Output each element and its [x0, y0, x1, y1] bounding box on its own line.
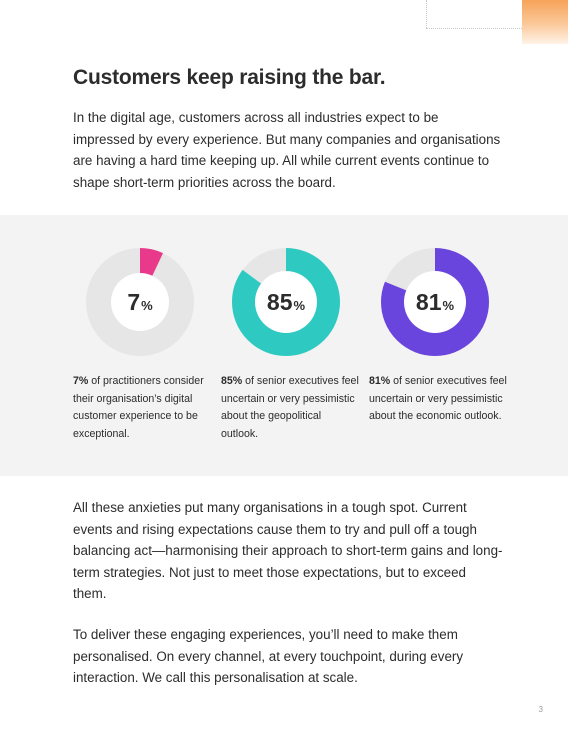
stat-caption: 7% of practitioners consider their organ… — [73, 373, 213, 443]
stat-number: 81 — [415, 288, 442, 315]
stat-caption-lead: 7% — [73, 375, 89, 387]
donut-chart: 85% — [231, 247, 341, 357]
stat-unit: % — [442, 297, 455, 313]
donut-ring — [381, 248, 489, 356]
donut-center-label: 85% — [255, 271, 317, 333]
stat-caption: 85% of senior executives feel uncertain … — [221, 373, 361, 443]
stat-caption-text: of practitioners consider their organisa… — [73, 375, 204, 440]
donut-arc-81 — [381, 248, 489, 356]
stat-caption: 81% of senior executives feel uncertain … — [369, 373, 509, 426]
header-dotted-rule — [426, 28, 522, 29]
stat-unit: % — [293, 297, 306, 313]
donut-chart: 7% — [85, 247, 195, 357]
donut-chart: 81% — [380, 247, 490, 357]
body-paragraph-2: To deliver these engaging experiences, y… — [73, 627, 464, 686]
donut-ring — [232, 248, 340, 356]
stat-caption-text: of senior executives feel uncertain or v… — [221, 375, 359, 440]
page-number: 3 — [538, 705, 543, 714]
stat-number: 7 — [127, 288, 141, 315]
donut-arc-7 — [86, 248, 194, 356]
donut-center-label: 81% — [404, 271, 466, 333]
stats-band: 7% 7% of practitioners consider their or… — [0, 215, 568, 476]
intro-paragraph: In the digital age, customers across all… — [73, 110, 501, 190]
stat-unit: % — [141, 297, 153, 313]
corner-dotted-rule — [426, 0, 427, 28]
donut-center-label: 7% — [111, 273, 169, 331]
stat-caption-text: of senior executives feel uncertain or v… — [369, 375, 507, 423]
donut-ring — [86, 248, 194, 356]
corner-accent — [522, 0, 568, 44]
stat-caption-lead: 81% — [369, 375, 391, 387]
donut-arc-85 — [232, 248, 340, 356]
stat-caption-lead: 85% — [221, 375, 243, 387]
stat-number: 85 — [266, 288, 293, 315]
body-paragraph-1: All these anxieties put many organisatio… — [73, 500, 503, 602]
page-title: Customers keep raising the bar. — [73, 66, 386, 89]
